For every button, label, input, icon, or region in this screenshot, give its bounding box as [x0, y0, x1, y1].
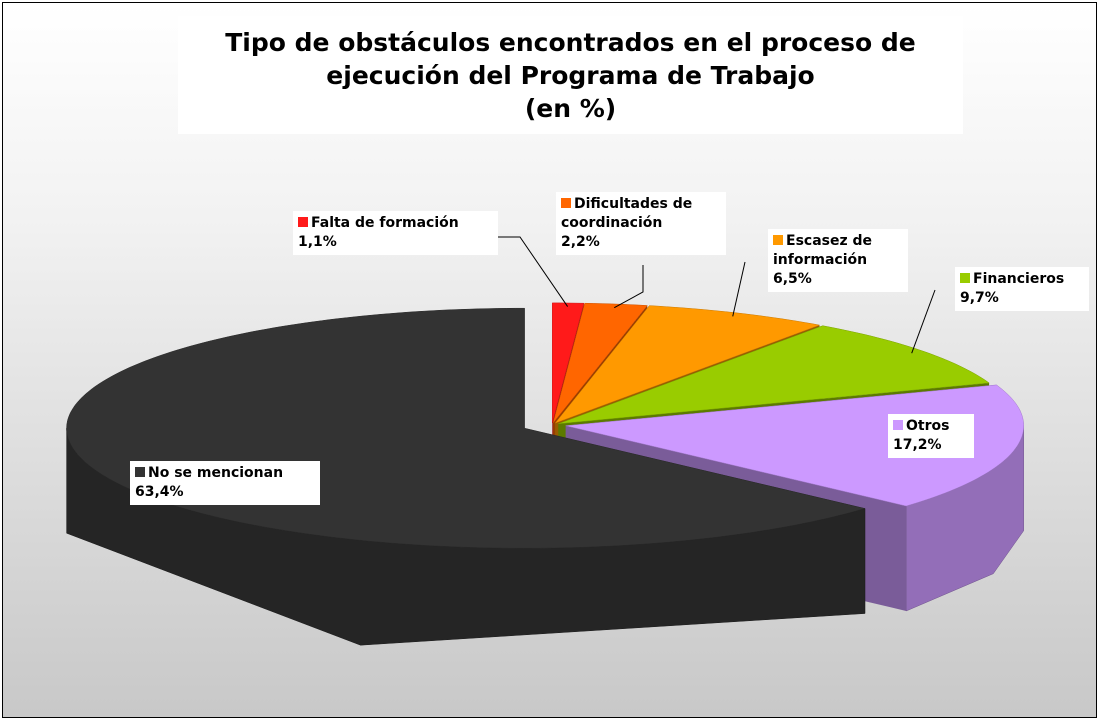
data-label: No se mencionan 63,4% [130, 461, 320, 505]
data-label: Otros 17,2% [888, 414, 974, 458]
data-label: Dificultades de coordinación 2,2% [556, 192, 726, 255]
data-label: Financieros 9,7% [955, 267, 1089, 311]
value-label: 9,7% [960, 290, 999, 306]
category-label: Falta de formación [311, 215, 459, 231]
slice [558, 325, 990, 424]
title-line: ejecución del Programa de Trabajo [326, 61, 815, 90]
leader-line [911, 289, 936, 354]
slice [552, 302, 648, 424]
slice [552, 302, 585, 423]
leader-line [498, 236, 569, 307]
category-label: Financieros [973, 271, 1065, 287]
legend-swatch [135, 467, 145, 477]
title-line: (en %) [524, 94, 617, 123]
value-label: 6,5% [773, 271, 812, 287]
legend-swatch [893, 420, 903, 430]
value-label: 63,4% [135, 484, 184, 500]
slice [554, 305, 821, 424]
legend-swatch [561, 198, 571, 208]
legend-swatch [298, 217, 308, 227]
leader-line [732, 261, 746, 317]
legend-swatch [960, 273, 970, 283]
title-line: Tipo de obstáculos encontrados en el pro… [225, 28, 916, 57]
value-label: 1,1% [298, 234, 337, 250]
leader-line [614, 265, 644, 309]
category-label: Escasez de información [773, 233, 873, 268]
category-label: Otros [906, 418, 950, 434]
category-label: No se mencionan [148, 465, 284, 481]
legend-swatch [773, 235, 783, 245]
value-label: 2,2% [561, 234, 600, 250]
data-label: Escasez de información 6,5% [768, 229, 908, 292]
chart-title: Tipo de obstáculos encontrados en el pro… [178, 16, 963, 134]
data-label: Falta de formación 1,1% [293, 211, 498, 255]
value-label: 17,2% [893, 437, 942, 453]
category-label: Dificultades de coordinación [561, 196, 693, 231]
